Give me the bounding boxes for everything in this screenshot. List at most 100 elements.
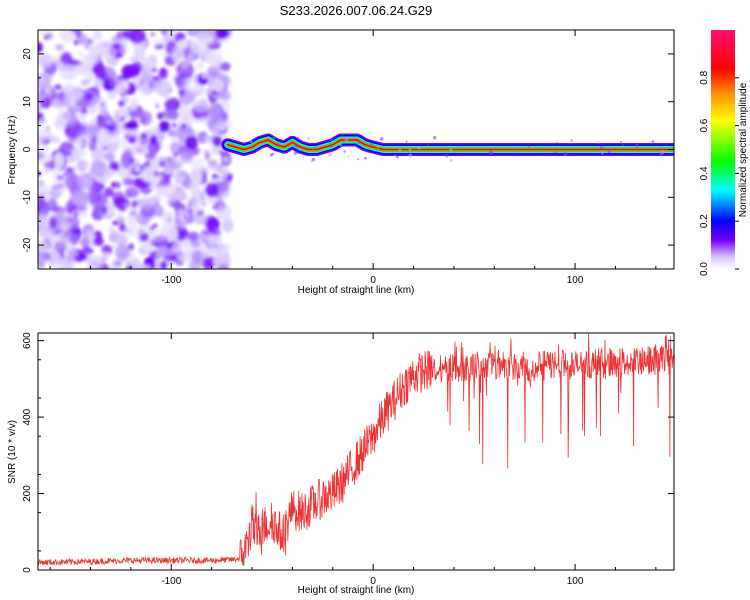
heatmap-noise-blob: [38, 245, 47, 254]
heatmap-noise-blob: [63, 88, 83, 104]
heatmap-noise-blob: [187, 197, 198, 205]
colorbar-gradient: [711, 30, 735, 269]
heatmap-noise-blob: [160, 260, 168, 269]
heatmap-noise-blob: [165, 255, 171, 260]
heatmap-noise-blob: [39, 231, 47, 238]
heatmap-noise-blob: [204, 135, 212, 145]
signal-speck: [660, 150, 665, 154]
heatmap-noise-blob: [154, 43, 164, 50]
heatmap-noise-blob: [53, 117, 67, 130]
heatmap-noise-blob: [93, 236, 104, 247]
heatmap-noise-blob: [177, 39, 188, 50]
heatmap-noise-blob: [80, 236, 91, 249]
signal-speck: [269, 153, 273, 157]
snr-y-ticks: 0 200 400 600: [22, 332, 674, 573]
heatmap-x-tick-label: 0: [370, 275, 376, 286]
heatmap-noise-blob: [45, 227, 56, 236]
heatmap-noise-blob: [105, 119, 113, 125]
signal-speck: [310, 159, 313, 163]
heatmap-noise-blob: [196, 202, 201, 208]
heatmap-noise-blob: [86, 38, 94, 45]
heatmap-noise-blob: [152, 223, 158, 229]
heatmap-noise-blob: [89, 43, 103, 56]
heatmap-noise-blob: [156, 135, 162, 142]
heatmap-noise-blob: [118, 107, 130, 117]
heatmap-noise-blob: [188, 157, 205, 168]
heatmap-noise-blob: [48, 216, 58, 229]
heatmap-noise-blob: [171, 46, 185, 64]
heatmap-noise-blob: [121, 80, 129, 89]
heatmap-noise-blob: [92, 85, 100, 95]
heatmap-noise-blob: [71, 147, 87, 159]
signal-speck: [343, 150, 346, 153]
heatmap-noise-blob: [80, 107, 88, 115]
signal-speck: [364, 156, 367, 160]
heatmap-noise-blob: [121, 64, 141, 78]
heatmap-noise-blob: [140, 83, 150, 97]
heatmap-noise-blob: [115, 244, 130, 261]
heatmap-noise-blob: [91, 66, 99, 74]
signal-speck: [445, 154, 449, 158]
heatmap-noise-blob: [104, 152, 115, 162]
signal-speck: [432, 135, 437, 140]
signal-speck: [293, 151, 298, 155]
heatmap-noise-blob: [125, 187, 140, 198]
heatmap-noise-blob: [203, 52, 216, 63]
heatmap-noise-layer: [38, 30, 234, 269]
signal-speck: [307, 137, 311, 141]
heatmap-noise-blob: [106, 203, 115, 216]
heatmap-noise-blob: [85, 74, 95, 83]
signal-speck: [330, 138, 334, 142]
heatmap-noise-blob: [200, 71, 210, 79]
heatmap-noise-blob: [82, 120, 89, 127]
snr-y-tick-label: 600: [22, 332, 33, 349]
signal-band-core: [226, 139, 674, 151]
heatmap-noise-blob: [43, 167, 51, 175]
heatmap-noise-blob: [131, 200, 138, 208]
signal-speck: [296, 136, 300, 140]
heatmap-noise-blob: [117, 162, 123, 169]
heatmap-y-tick-label: 0: [22, 146, 33, 152]
heatmap-noise-blob: [131, 257, 141, 266]
snr-x-axis-label: Height of straight line (km): [298, 585, 415, 596]
snr-y-tick-label: 200: [22, 485, 33, 502]
heatmap-y-tick-label: -10: [22, 190, 33, 205]
heatmap-noise-blob: [141, 166, 159, 183]
heatmap-noise-blob: [129, 157, 135, 165]
heatmap-noise-blob: [178, 169, 187, 178]
heatmap-y-axis-label: Frequency (Hz): [7, 116, 18, 185]
heatmap-noise-blob: [187, 231, 200, 242]
heatmap-noise-blob: [47, 197, 58, 211]
signal-speck: [427, 144, 429, 147]
signal-speck: [527, 145, 530, 148]
heatmap-noise-blob: [157, 112, 165, 120]
heatmap-noise-blob: [155, 205, 164, 218]
heatmap-noise-blob: [106, 143, 119, 153]
heatmap-noise-blob: [185, 255, 192, 261]
heatmap-noise-blob: [101, 251, 111, 260]
heatmap-noise-blob: [211, 79, 225, 92]
heatmap-noise-blob: [108, 74, 121, 87]
heatmap-noise-blob: [192, 99, 209, 113]
snr-frame: [37, 332, 675, 571]
signal-speck: [296, 146, 299, 149]
heatmap-noise-blob: [158, 120, 171, 133]
heatmap-noise-blob: [73, 255, 80, 261]
signal-speck: [635, 144, 639, 148]
heatmap-noise-blob: [188, 261, 201, 269]
heatmap-noise-blob: [73, 210, 79, 219]
heatmap-noise-blob: [127, 136, 137, 144]
snr-y-axis-label: SNR (10 * v/v): [7, 420, 18, 484]
heatmap-noise-blob: [72, 188, 83, 204]
heatmap-noise-blob: [190, 167, 203, 185]
heatmap-noise-blob: [84, 124, 101, 140]
heatmap-noise-blob: [114, 181, 122, 189]
heatmap-noise-blob: [123, 204, 130, 209]
heatmap-noise-blob: [75, 139, 84, 147]
heatmap-noise-blob: [188, 180, 200, 196]
colorbar-ticks: 0.0 0.2 0.4 0.6 0.8: [699, 70, 739, 276]
signal-speck: [350, 151, 353, 153]
heatmap-noise-blob: [54, 152, 65, 169]
heatmap-noise-blob: [184, 135, 198, 150]
